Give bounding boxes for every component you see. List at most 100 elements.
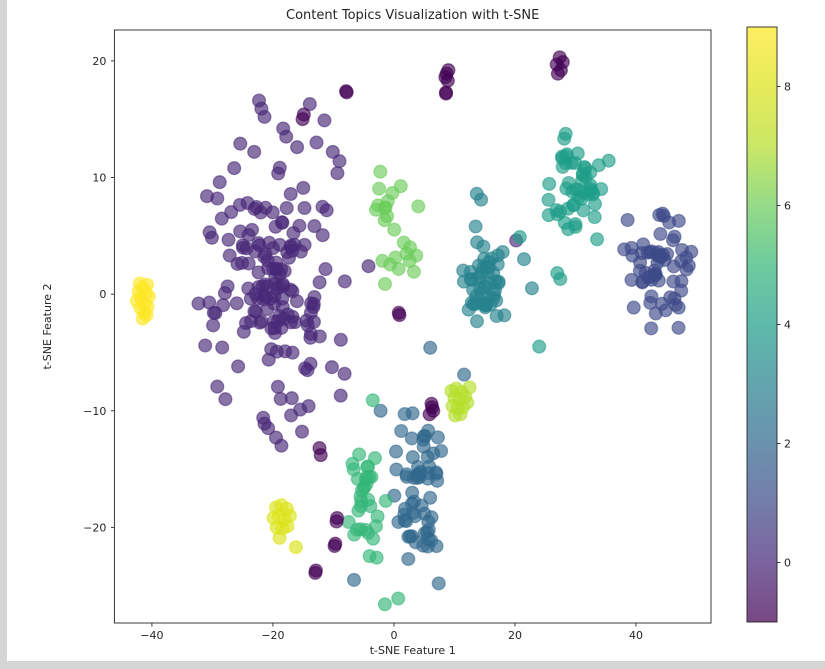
x-tick-label: 20 bbox=[508, 629, 522, 642]
topic-1-bluepurple-right-point bbox=[648, 267, 663, 282]
topic-0-purple-main-point bbox=[261, 352, 276, 367]
topic-3-tealblue-mid-point bbox=[476, 239, 491, 254]
purple-arm-and-fringe-point bbox=[257, 416, 272, 431]
topic-6-green-center-point bbox=[372, 181, 387, 196]
topic-4-teal-topright-point bbox=[557, 215, 572, 230]
purple-arm-and-fringe-point bbox=[279, 129, 294, 144]
topic-0-purple-main-point bbox=[234, 255, 250, 270]
topic-5-greenteal-bottom-point bbox=[360, 525, 376, 541]
topic-5-greenteal-bottom-point bbox=[345, 456, 360, 471]
topic-8-yellowgreen-bottomleft-point bbox=[288, 540, 303, 555]
topic-0-purple-main-point bbox=[333, 332, 348, 347]
colorbar-tick-label: 2 bbox=[784, 438, 791, 451]
topic-5-greenteal-bottom-point bbox=[351, 503, 366, 518]
topic-8-yellowgreen-bottomleft-point bbox=[280, 519, 295, 534]
greenteal-strays-point bbox=[391, 591, 406, 606]
noise-dark-points-point bbox=[440, 73, 455, 88]
topic-6-green-center-point bbox=[388, 250, 403, 265]
colorbar-tick-label: 6 bbox=[784, 200, 791, 213]
x-tick-label: −20 bbox=[261, 629, 284, 642]
topic-1-bluepurple-right-point bbox=[674, 254, 689, 269]
tealblue-strays-point bbox=[474, 192, 489, 207]
topic-0-purple-main-point bbox=[217, 286, 232, 301]
topic-2-steelblue-bottom-point bbox=[423, 490, 438, 505]
topic-0-purple-main-point bbox=[324, 360, 339, 375]
topic-0-purple-main-point bbox=[214, 211, 229, 226]
colorbar-ticks: 0 2 4 6 8 bbox=[777, 81, 791, 570]
topic-0-purple-main-point bbox=[315, 228, 330, 243]
y-tick-label: 0 bbox=[99, 288, 106, 301]
purple-arm-and-fringe-point bbox=[290, 140, 305, 155]
topic-5-greenteal-bottom-point bbox=[352, 447, 367, 462]
noise-dark-points-point bbox=[339, 85, 354, 100]
topic-0-purple-main-point bbox=[247, 201, 262, 216]
topic-5-greenteal-bottom-point bbox=[378, 493, 393, 508]
purple-arm-and-fringe-point bbox=[332, 154, 347, 169]
tealblue-strays-point bbox=[524, 281, 539, 296]
purple-arm-and-fringe-point bbox=[212, 175, 227, 190]
x-axis-ticks: −40 −20 0 20 40 bbox=[140, 623, 643, 642]
noise-dark-points-point bbox=[328, 536, 343, 551]
topic-0-purple-main-point bbox=[239, 241, 254, 256]
topic-0-purple-main-point bbox=[312, 275, 327, 290]
topic-0-purple-main-point bbox=[254, 314, 269, 329]
topic-6-green-center-point bbox=[380, 194, 395, 209]
topic-2-steelblue-bottom-point bbox=[420, 525, 435, 540]
topic-0-purple-main-point bbox=[298, 361, 313, 376]
teal-strays-point bbox=[512, 229, 527, 245]
topic-0-purple-main-point bbox=[218, 392, 233, 407]
purple-arm-and-fringe-point bbox=[317, 113, 332, 128]
topic-4-teal-topright-point bbox=[541, 208, 556, 223]
topic-0-purple-main-point bbox=[306, 297, 321, 312]
topic-1-bluepurple-right-point bbox=[624, 240, 639, 255]
topic-4-teal-topright-point bbox=[590, 232, 605, 247]
purple-arm-and-fringe-point bbox=[199, 189, 215, 204]
y-tick-label: 20 bbox=[92, 55, 106, 68]
bluepurple-strays-point bbox=[656, 208, 671, 224]
purple-arm-and-fringe-point bbox=[233, 136, 248, 151]
tealblue-strays-point bbox=[516, 252, 532, 267]
greenteal-strays-point bbox=[377, 597, 392, 612]
topic-0-purple-main-point bbox=[283, 186, 298, 202]
x-tick-label: 0 bbox=[390, 629, 397, 642]
y-axis-ticks: −20 −10 0 10 20 bbox=[83, 55, 115, 534]
purple-arm-and-fringe-point bbox=[361, 259, 376, 274]
topic-7-chartreuse-mid-point bbox=[460, 395, 475, 410]
topic-1-bluepurple-right-point bbox=[620, 212, 635, 228]
topic-2-steelblue-bottom-point bbox=[402, 529, 418, 544]
topic-4-teal-topright-point bbox=[555, 151, 570, 166]
topic-6-green-center-point bbox=[391, 261, 406, 277]
topic-1-bluepurple-right-point bbox=[665, 233, 681, 248]
page-margin-bottom bbox=[0, 661, 825, 669]
topic-0-purple-main-point bbox=[202, 225, 217, 240]
topic-0-purple-main-point bbox=[337, 366, 352, 381]
topic-3-tealblue-mid-point bbox=[473, 281, 488, 296]
topic-1-bluepurple-right-point bbox=[643, 295, 658, 310]
teal-strays-point bbox=[532, 339, 547, 354]
purple-arm-and-fringe-point bbox=[294, 424, 310, 439]
topic-0-purple-main-point bbox=[275, 215, 290, 230]
topic-1-bluepurple-right-point bbox=[666, 274, 681, 289]
steelblue-strays-point bbox=[373, 403, 388, 418]
topic-1-bluepurple-right-point bbox=[644, 321, 659, 336]
topic-7-chartreuse-mid-point bbox=[462, 380, 477, 395]
page-margin-left bbox=[0, 0, 7, 669]
noise-dark-points-point bbox=[550, 66, 565, 81]
topic-0-purple-main-point bbox=[287, 237, 302, 252]
topic-2-steelblue-bottom-point bbox=[429, 539, 444, 554]
x-tick-label: 40 bbox=[629, 629, 643, 642]
purple-arm-and-fringe-point bbox=[309, 135, 324, 150]
topic-0-purple-main-point bbox=[303, 326, 318, 341]
colorbar bbox=[746, 26, 778, 623]
topic-2-steelblue-bottom-point bbox=[394, 423, 409, 439]
topic-0-purple-main-point bbox=[279, 200, 294, 216]
noise-dark-points-point bbox=[329, 514, 344, 529]
noise-dark-points-point bbox=[425, 400, 440, 415]
topic-0-purple-main-point bbox=[285, 345, 300, 360]
tealblue-strays-point bbox=[468, 219, 483, 234]
topic-4-teal-topright-point bbox=[591, 158, 606, 173]
topic-3-tealblue-mid-point bbox=[490, 248, 505, 263]
topic-1-bluepurple-right-point bbox=[653, 226, 668, 242]
topic-0-purple-main-point bbox=[260, 253, 275, 268]
